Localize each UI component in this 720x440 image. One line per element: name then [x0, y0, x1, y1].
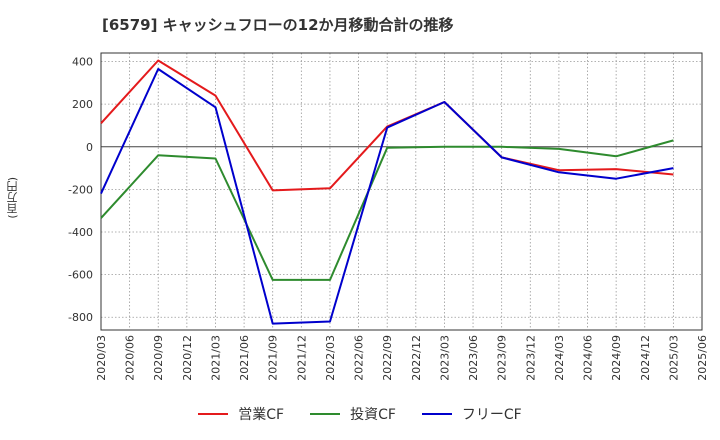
x-tick-label: 2023/06: [467, 335, 480, 381]
legend-item-operating-cf: 営業CF: [198, 404, 284, 424]
series-line-2: [100, 68, 674, 325]
series-line-1: [100, 139, 674, 281]
y-tick-label: 0: [86, 141, 93, 154]
x-tick-label: 2024/03: [553, 335, 566, 381]
legend-swatch-investing-cf: [310, 413, 341, 415]
y-tick-label: -600: [68, 269, 93, 282]
y-tick-label: -800: [68, 311, 93, 324]
x-tick-label: 2022/12: [410, 335, 423, 381]
x-tick-label: 2020/03: [95, 335, 108, 381]
x-tick-label: 2022/09: [381, 335, 394, 381]
legend: 営業CF 投資CF フリーCF: [0, 404, 720, 424]
legend-swatch-free-cf: [421, 413, 452, 415]
x-tick-label: 2020/12: [181, 335, 194, 381]
legend-item-investing-cf: 投資CF: [310, 404, 396, 424]
y-tick-label: 200: [72, 98, 93, 111]
x-tick-label: 2023/03: [438, 335, 451, 381]
series-line-0: [100, 59, 674, 192]
x-tick-label: 2024/12: [639, 335, 652, 381]
x-tick-label: 2022/06: [353, 335, 366, 381]
y-tick-label: -400: [68, 226, 93, 239]
legend-item-free-cf: フリーCF: [421, 404, 522, 424]
plot-frame: [100, 52, 703, 331]
y-tick-label: 400: [72, 56, 93, 69]
x-tick-label: 2021/06: [238, 335, 251, 381]
x-tick-label: 2020/06: [124, 335, 137, 381]
x-tick-label: 2023/12: [524, 335, 537, 381]
x-tick-label: 2024/06: [582, 335, 595, 381]
chart-title: [6579] キャッシュフローの12か月移動合計の推移: [102, 16, 454, 34]
x-tick-label: 2024/09: [610, 335, 623, 381]
x-tick-label: 2021/09: [267, 335, 280, 381]
x-tick-label: 2022/03: [324, 335, 337, 381]
legend-label-free-cf: フリーCF: [461, 407, 522, 423]
x-tick-label: 2023/09: [496, 335, 509, 381]
legend-swatch-operating-cf: [198, 413, 229, 415]
x-tick-label: 2025/03: [667, 335, 680, 381]
x-tick-label: 2025/06: [696, 335, 709, 381]
x-tick-label: 2020/09: [152, 335, 165, 381]
legend-label-investing-cf: 投資CF: [350, 407, 396, 423]
x-tick-label: 2021/12: [295, 335, 308, 381]
x-tick-label: 2021/03: [209, 335, 222, 381]
y-tick-label: -200: [68, 183, 93, 196]
legend-label-operating-cf: 営業CF: [238, 407, 285, 423]
